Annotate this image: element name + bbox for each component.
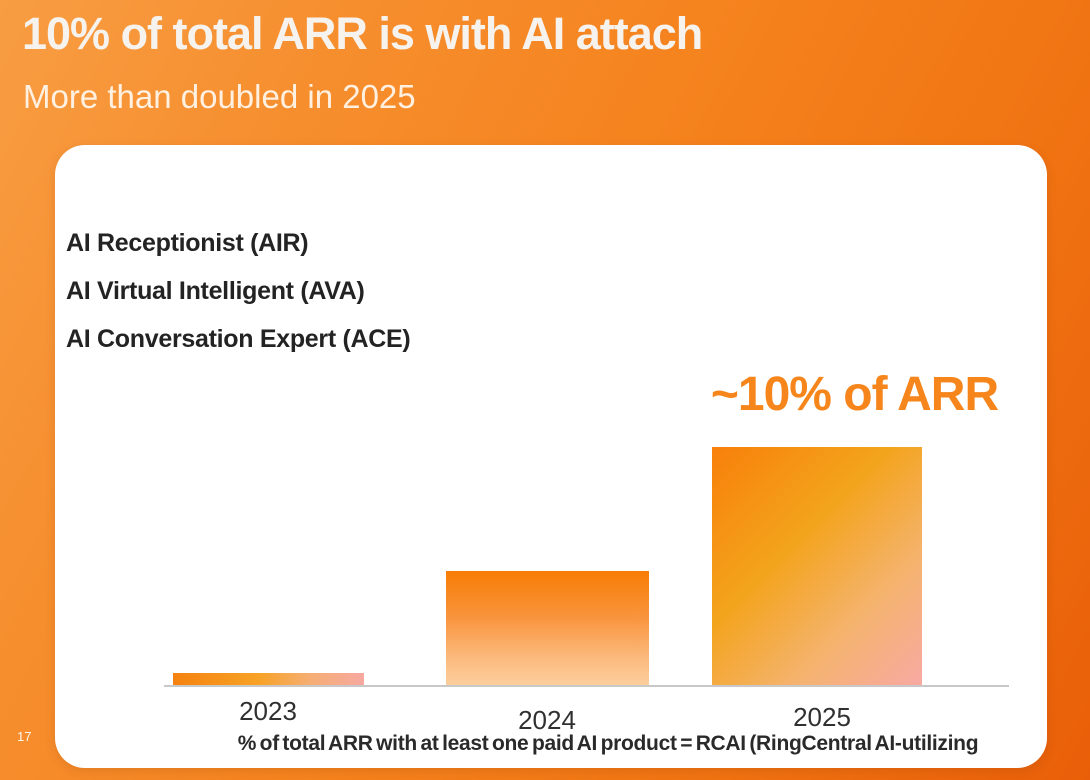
bar-2025 — [712, 447, 922, 685]
chart-caption: % of total ARR with at least one paid AI… — [237, 732, 979, 755]
page-number: 17 — [17, 729, 32, 744]
x-tick-2023: 2023 — [239, 696, 297, 726]
slide-subtitle: More than doubled in 2025 — [23, 78, 416, 115]
bar-2024 — [446, 571, 649, 685]
product-item-ava: AI Virtual Intelligent (AVA) — [66, 277, 365, 305]
x-tick-2024: 2024 — [518, 705, 576, 735]
product-item-air: AI Receptionist (AIR) — [66, 229, 309, 257]
slide-title: 10% of total ARR is with AI attach — [22, 8, 703, 59]
x-tick-2025: 2025 — [793, 702, 851, 732]
arr-annotation: ~10% of ARR — [710, 368, 999, 421]
x-axis-line — [164, 685, 1009, 687]
bar-2023 — [173, 673, 364, 685]
product-item-ace: AI Conversation Expert (ACE) — [66, 325, 411, 353]
content-card: AI Receptionist (AIR) AI Virtual Intelli… — [55, 145, 1047, 768]
